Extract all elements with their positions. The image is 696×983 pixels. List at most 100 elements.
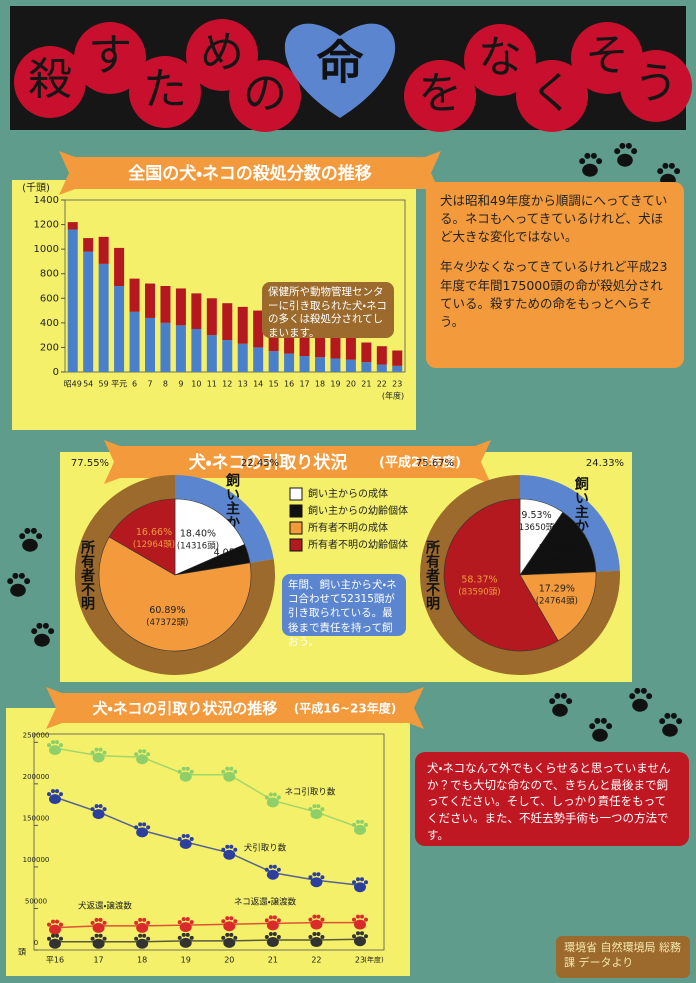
title-circle [516,60,588,132]
paw-toe [142,917,147,922]
paw-toe [42,622,49,629]
paw-toe [98,933,103,938]
bar-segment [160,322,171,372]
paw-toe [316,872,321,877]
paw-toe [264,867,269,872]
paw-marker [354,824,366,835]
paw-toe [662,162,669,169]
bar-segment [129,311,140,372]
y-axis-label: 頭 [18,948,26,957]
paw-toe [47,922,51,927]
paw-marker [92,809,105,820]
paw-toe [233,847,238,852]
title-heart [284,23,396,118]
paw-toe [146,920,151,925]
x-tick-label: 9 [178,380,183,389]
y-tick-label: 200000 [23,773,50,781]
bar-segment [315,357,325,372]
series-label: 犬引取り数 [244,843,287,854]
paw-toe [276,795,281,800]
paw-toe [181,834,186,838]
paw-toe [189,837,194,841]
series-label: 犬返還・譲渡数 [78,901,132,912]
paw-toe [221,769,226,774]
y-tick-label: 400 [40,318,59,329]
title-char: た [143,64,187,115]
pie-count-label: (3153頭) [210,561,247,571]
paw-toe [177,920,182,925]
x-tick-label: 18 [315,380,325,389]
paw-toe [181,932,186,937]
bar-segment [284,353,295,372]
pie-slice [519,511,597,576]
paw-toe [268,932,273,937]
paw-toe [233,919,238,924]
paw-marker [310,937,323,948]
pie-value-label: 18.40% [180,528,216,539]
bar-segment [114,286,125,372]
paw-toe [670,712,677,719]
paw-toe [185,766,190,771]
x-tick-label: 22 [377,380,387,389]
legend-swatch [289,504,303,518]
paw-toe [356,931,360,936]
paw-marker [179,937,192,948]
paw-marker [49,938,61,949]
pie-count-label: (12964頭) [133,540,175,550]
pie-slice [443,498,559,652]
paw-toe [229,766,234,771]
paw-toe [316,932,321,937]
paw-toe [360,877,364,882]
paw-toe [264,935,269,940]
paw-marker [92,752,105,763]
paw-toe [177,769,182,774]
bar-segment [330,330,341,359]
paw-marker [266,869,279,880]
bar-segment [361,342,372,363]
plot-frame [33,733,385,951]
paw-toe [631,148,638,155]
paw-toe [229,932,234,937]
ribbon [46,687,424,729]
paw-toe [352,917,356,922]
paw-toe [312,872,317,877]
x-tick-label: 12 [222,380,232,389]
paw-marker [266,797,279,808]
paw-toe [102,750,107,755]
paw-toe [364,880,368,885]
paw-toe [90,920,95,925]
x-tick-label: 19 [330,380,340,389]
paw-toe [276,867,281,872]
paw-toe [185,917,190,922]
paw-toe [549,698,556,705]
panel [6,708,410,976]
paw-marker [136,922,149,933]
paw-toe [47,792,51,797]
paw-toe [308,875,313,880]
x-tick-label: 19 [181,956,191,965]
legend-swatch [289,487,303,501]
paw-toe [579,158,586,165]
bar-segment [114,247,125,286]
bar-segment [392,350,403,366]
x-tick-label: 17 [93,956,103,965]
ring-value-label: 22.45% [241,458,279,469]
paw-print [632,698,648,712]
paw-toe [657,168,664,175]
paw-toe [55,740,59,745]
y-tick-label: 0 [53,367,59,378]
paw-marker [49,924,61,935]
paw-toe [94,917,99,922]
paw-toe [55,933,59,938]
bar-segment [345,335,356,360]
paw-toe [272,792,277,797]
y-tick-label: 800 [40,269,59,280]
paw-toe [225,916,230,921]
x-tick-label: 59 [99,380,109,389]
paw-marker [223,849,236,860]
plot-frame [64,199,406,373]
paw-toe [59,936,63,941]
paw-toe [264,918,269,923]
pie-count-label: (21196頭) [536,556,578,566]
paw-toe [7,578,14,585]
